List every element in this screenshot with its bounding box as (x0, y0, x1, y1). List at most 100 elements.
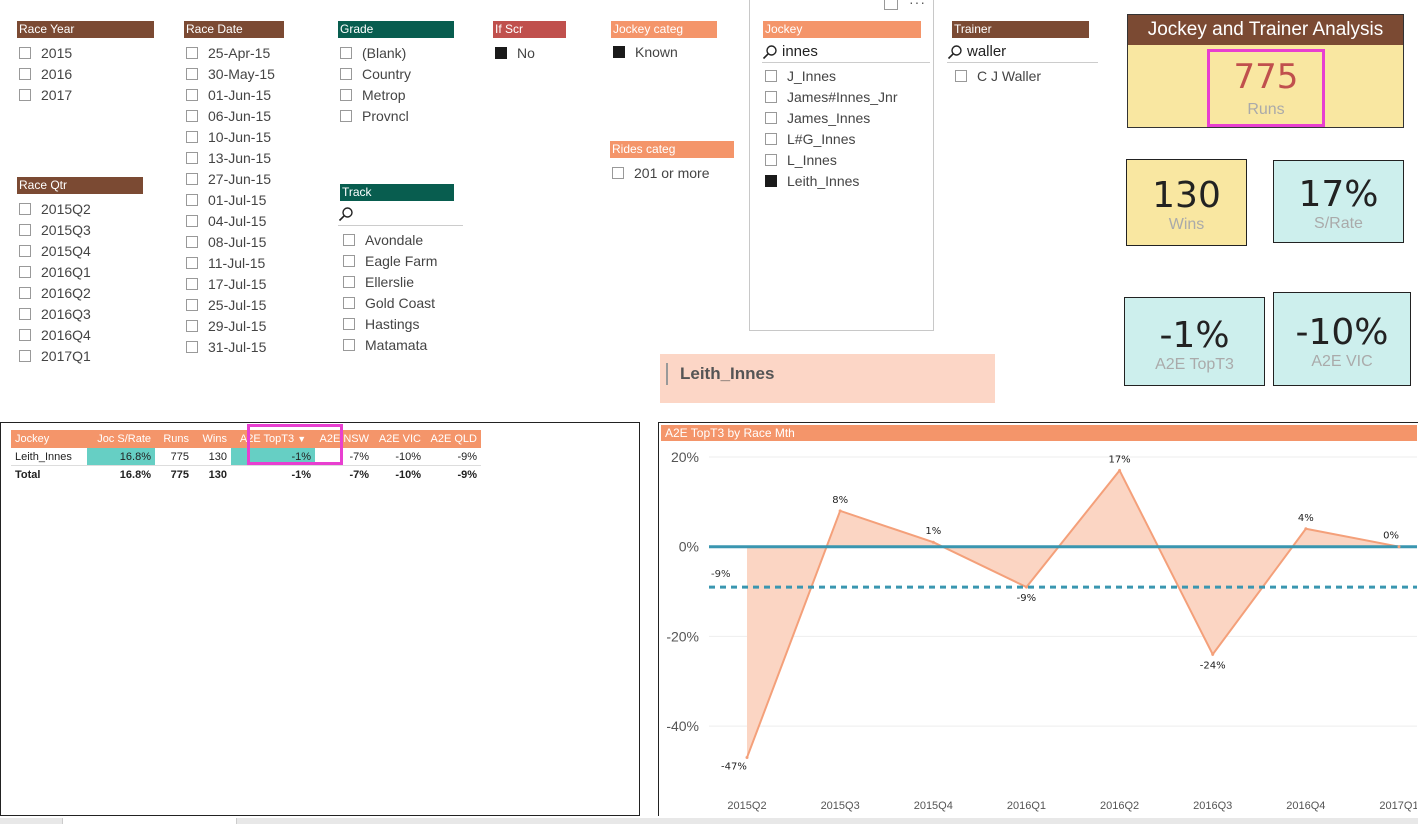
checkbox[interactable] (186, 193, 198, 206)
race-date-option[interactable]: 25-Jul-15 (186, 294, 275, 315)
race-qtr-option[interactable]: 2016Q3 (19, 303, 91, 324)
rides-categ-option[interactable]: 201 or more (612, 162, 709, 183)
trainer-search-value[interactable]: waller (967, 43, 1007, 60)
jockey-option[interactable]: L_Innes (765, 149, 898, 170)
checkbox[interactable] (495, 46, 507, 59)
race-date-option[interactable]: 29-Jul-15 (186, 315, 275, 336)
race-date-option[interactable]: 25-Apr-15 (186, 42, 275, 63)
checkbox[interactable] (186, 256, 198, 269)
jockey-option[interactable]: Leith_Innes (765, 170, 898, 191)
checkbox[interactable] (613, 45, 625, 58)
checkbox[interactable] (186, 172, 198, 185)
col-jockey[interactable]: Jockey (11, 430, 87, 448)
track-option[interactable]: Matamata (343, 334, 437, 355)
checkbox[interactable] (765, 90, 777, 103)
checkbox[interactable] (186, 46, 198, 59)
col-wins[interactable]: Wins (193, 430, 231, 448)
checkbox[interactable] (343, 254, 355, 267)
checkbox[interactable] (186, 130, 198, 143)
checkbox[interactable] (19, 349, 31, 362)
race-qtr-option[interactable]: 2015Q2 (19, 198, 91, 219)
checkbox[interactable] (765, 174, 777, 187)
checkbox[interactable] (19, 223, 31, 236)
checkbox[interactable] (186, 151, 198, 164)
race-qtr-option[interactable]: 2015Q3 (19, 219, 91, 240)
checkbox[interactable] (765, 69, 777, 82)
race-date-option[interactable]: 01-Jul-15 (186, 189, 275, 210)
col-a2e-nsw[interactable]: A2E NSW (315, 430, 373, 448)
checkbox[interactable] (343, 275, 355, 288)
more-options-icon[interactable]: ··· (909, 0, 926, 10)
trainer-option[interactable]: C J Waller (955, 65, 1041, 86)
race-year-option[interactable]: 2017 (19, 84, 72, 105)
checkbox[interactable] (186, 88, 198, 101)
jockey-option[interactable]: James_Innes (765, 107, 898, 128)
checkbox[interactable] (186, 235, 198, 248)
race-date-option[interactable]: 31-Jul-15 (186, 336, 275, 357)
col-runs[interactable]: Runs (155, 430, 193, 448)
focus-mode-icon[interactable] (884, 0, 898, 10)
track-option[interactable]: Hastings (343, 313, 437, 334)
checkbox[interactable] (19, 286, 31, 299)
checkbox[interactable] (340, 67, 352, 80)
table-row[interactable]: Leith_Innes 16.8% 775 130 -1% -7% -10% -… (11, 448, 481, 466)
checkbox[interactable] (19, 244, 31, 257)
race-date-option[interactable]: 27-Jun-15 (186, 168, 275, 189)
col-a2e-vic[interactable]: A2E VIC (373, 430, 425, 448)
race-year-option[interactable]: 2016 (19, 63, 72, 84)
col-a2e-top3[interactable]: A2E TopT3 ▼ (231, 430, 315, 448)
checkbox[interactable] (19, 265, 31, 278)
grade-option[interactable]: Country (340, 63, 411, 84)
checkbox[interactable] (19, 328, 31, 341)
checkbox[interactable] (19, 202, 31, 215)
race-qtr-option[interactable]: 2017Q1 (19, 345, 91, 366)
race-qtr-option[interactable]: 2016Q2 (19, 282, 91, 303)
col-a2e-qld[interactable]: A2E QLD (425, 430, 481, 448)
checkbox[interactable] (19, 46, 31, 59)
race-date-option[interactable]: 01-Jun-15 (186, 84, 275, 105)
track-option[interactable]: Avondale (343, 229, 437, 250)
race-date-option[interactable]: 04-Jul-15 (186, 210, 275, 231)
checkbox[interactable] (765, 132, 777, 145)
race-date-option[interactable]: 30-May-15 (186, 63, 275, 84)
checkbox[interactable] (343, 338, 355, 351)
jockey-search[interactable]: innes (762, 41, 930, 63)
race-qtr-option[interactable]: 2016Q4 (19, 324, 91, 345)
checkbox[interactable] (186, 214, 198, 227)
track-option[interactable]: Gold Coast (343, 292, 437, 313)
race-date-option[interactable]: 06-Jun-15 (186, 105, 275, 126)
track-search[interactable] (338, 203, 463, 226)
race-qtr-option[interactable]: 2016Q1 (19, 261, 91, 282)
checkbox[interactable] (340, 88, 352, 101)
checkbox[interactable] (19, 67, 31, 80)
col-joc-srate[interactable]: Joc S/Rate (87, 430, 155, 448)
checkbox[interactable] (186, 298, 198, 311)
checkbox[interactable] (343, 317, 355, 330)
sort-desc-icon[interactable]: ▼ (297, 434, 307, 444)
race-date-option[interactable]: 13-Jun-15 (186, 147, 275, 168)
trainer-search[interactable]: waller (947, 41, 1098, 63)
checkbox[interactable] (340, 109, 352, 122)
checkbox[interactable] (765, 111, 777, 124)
checkbox[interactable] (340, 46, 352, 59)
checkbox[interactable] (186, 340, 198, 353)
grade-option[interactable]: (Blank) (340, 42, 411, 63)
jockey-option[interactable]: L#G_Innes (765, 128, 898, 149)
if-scr-option[interactable]: No (495, 42, 535, 63)
checkbox[interactable] (343, 233, 355, 246)
checkbox[interactable] (19, 88, 31, 101)
jockey-search-value[interactable]: innes (782, 43, 818, 60)
grade-option[interactable]: Metrop (340, 84, 411, 105)
track-option[interactable]: Ellerslie (343, 271, 437, 292)
jockey-option[interactable]: James#Innes_Jnr (765, 86, 898, 107)
checkbox[interactable] (955, 69, 967, 82)
race-date-option[interactable]: 08-Jul-15 (186, 231, 275, 252)
checkbox[interactable] (765, 153, 777, 166)
checkbox[interactable] (186, 319, 198, 332)
jockey-categ-option[interactable]: Known (613, 41, 678, 62)
race-date-option[interactable]: 11-Jul-15 (186, 252, 275, 273)
checkbox[interactable] (612, 166, 624, 179)
grade-option[interactable]: Provncl (340, 105, 411, 126)
race-date-option[interactable]: 10-Jun-15 (186, 126, 275, 147)
race-qtr-option[interactable]: 2015Q4 (19, 240, 91, 261)
